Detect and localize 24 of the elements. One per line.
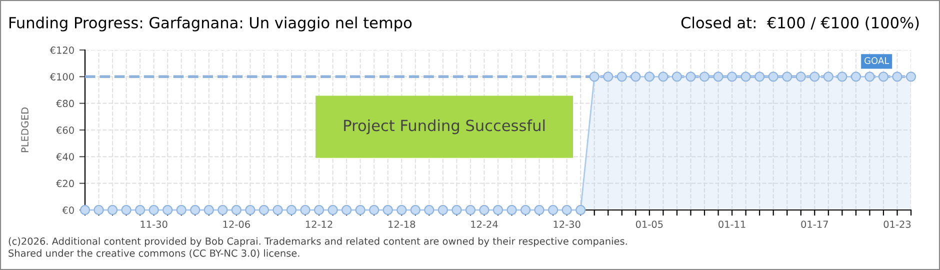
text: Shared under the creative commons (CC BY-NC 3.0) license. <box>8 249 300 258</box>
y-tick-label: €100 <box>50 73 74 80</box>
chart-subtitle: Closed at: €100 / €100 (100%) <box>681 16 919 30</box>
x-tick-label: 01-23 <box>884 220 911 228</box>
y-tick-label: €40 <box>56 153 74 160</box>
x-tick-label: 12-24 <box>471 220 498 228</box>
x-tick-label: 01-17 <box>801 220 828 228</box>
y-tick-label: €80 <box>56 100 74 108</box>
x-tick-label: 01-11 <box>718 220 746 228</box>
text: (c)2026. Additional content provided by Bob Caprai. Trademarks and related content are owned by their respective companies. <box>8 237 627 247</box>
annotation: Project Funding Successful <box>344 119 545 134</box>
y-tick-label: €0 <box>62 206 74 214</box>
chart-title: Funding Progress: Garfagnana: Un viaggio nel tempo <box>10 16 412 32</box>
x-tick-label: 01-05 <box>636 220 663 228</box>
y-axis-title: PLEDGED <box>21 108 29 152</box>
x-tick-label: 12-06 <box>223 220 250 228</box>
x-tick-label: 12-30 <box>554 220 580 228</box>
x-tick-label: 11-30 <box>140 220 168 228</box>
ref-line-label: GOAL <box>864 57 890 64</box>
y-tick-label: €120 <box>50 46 74 54</box>
y-tick-label: €20 <box>56 180 74 188</box>
y-tick-label: €60 <box>56 126 74 134</box>
x-tick-label: 12-12 <box>306 220 332 228</box>
x-tick-label: 12-18 <box>388 220 416 228</box>
